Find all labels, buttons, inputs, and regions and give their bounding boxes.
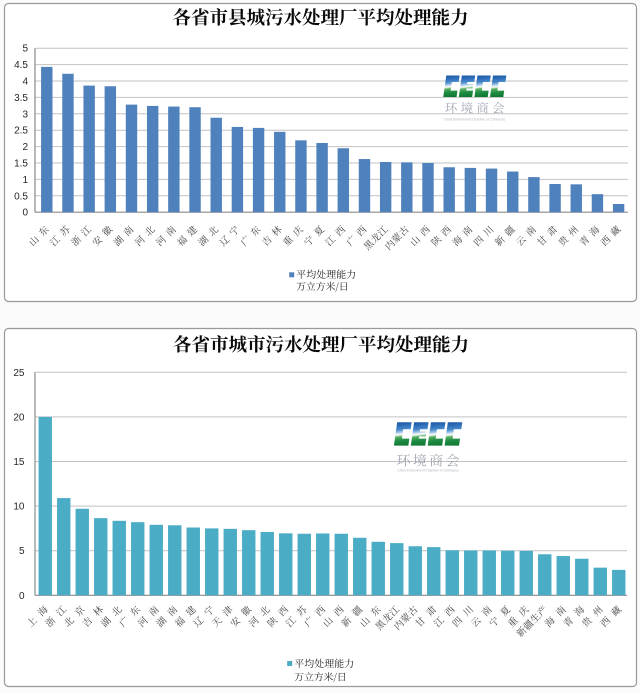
- svg-text:1: 1: [22, 175, 28, 186]
- svg-text:4.5: 4.5: [14, 60, 28, 71]
- svg-text:3: 3: [22, 109, 28, 120]
- svg-text:5: 5: [22, 44, 28, 55]
- svg-text:15: 15: [13, 457, 25, 468]
- svg-text:10: 10: [13, 502, 25, 513]
- svg-text:20: 20: [13, 412, 25, 423]
- svg-text:0.5: 0.5: [14, 191, 28, 202]
- svg-text:China Environment Chamber of C: China Environment Chamber of Commerce: [444, 118, 505, 122]
- svg-text:4: 4: [22, 77, 28, 88]
- svg-text:25: 25: [13, 368, 25, 379]
- svg-text:China Environment Chamber of C: China Environment Chamber of Commerce: [398, 469, 459, 473]
- svg-text:0: 0: [22, 208, 28, 219]
- svg-text:5: 5: [19, 546, 25, 557]
- svg-text:0: 0: [19, 591, 25, 602]
- svg-text:1.5: 1.5: [14, 159, 28, 170]
- svg-text:3.5: 3.5: [14, 93, 28, 104]
- svg-text:2.5: 2.5: [14, 126, 28, 137]
- svg-text:2: 2: [22, 142, 28, 153]
